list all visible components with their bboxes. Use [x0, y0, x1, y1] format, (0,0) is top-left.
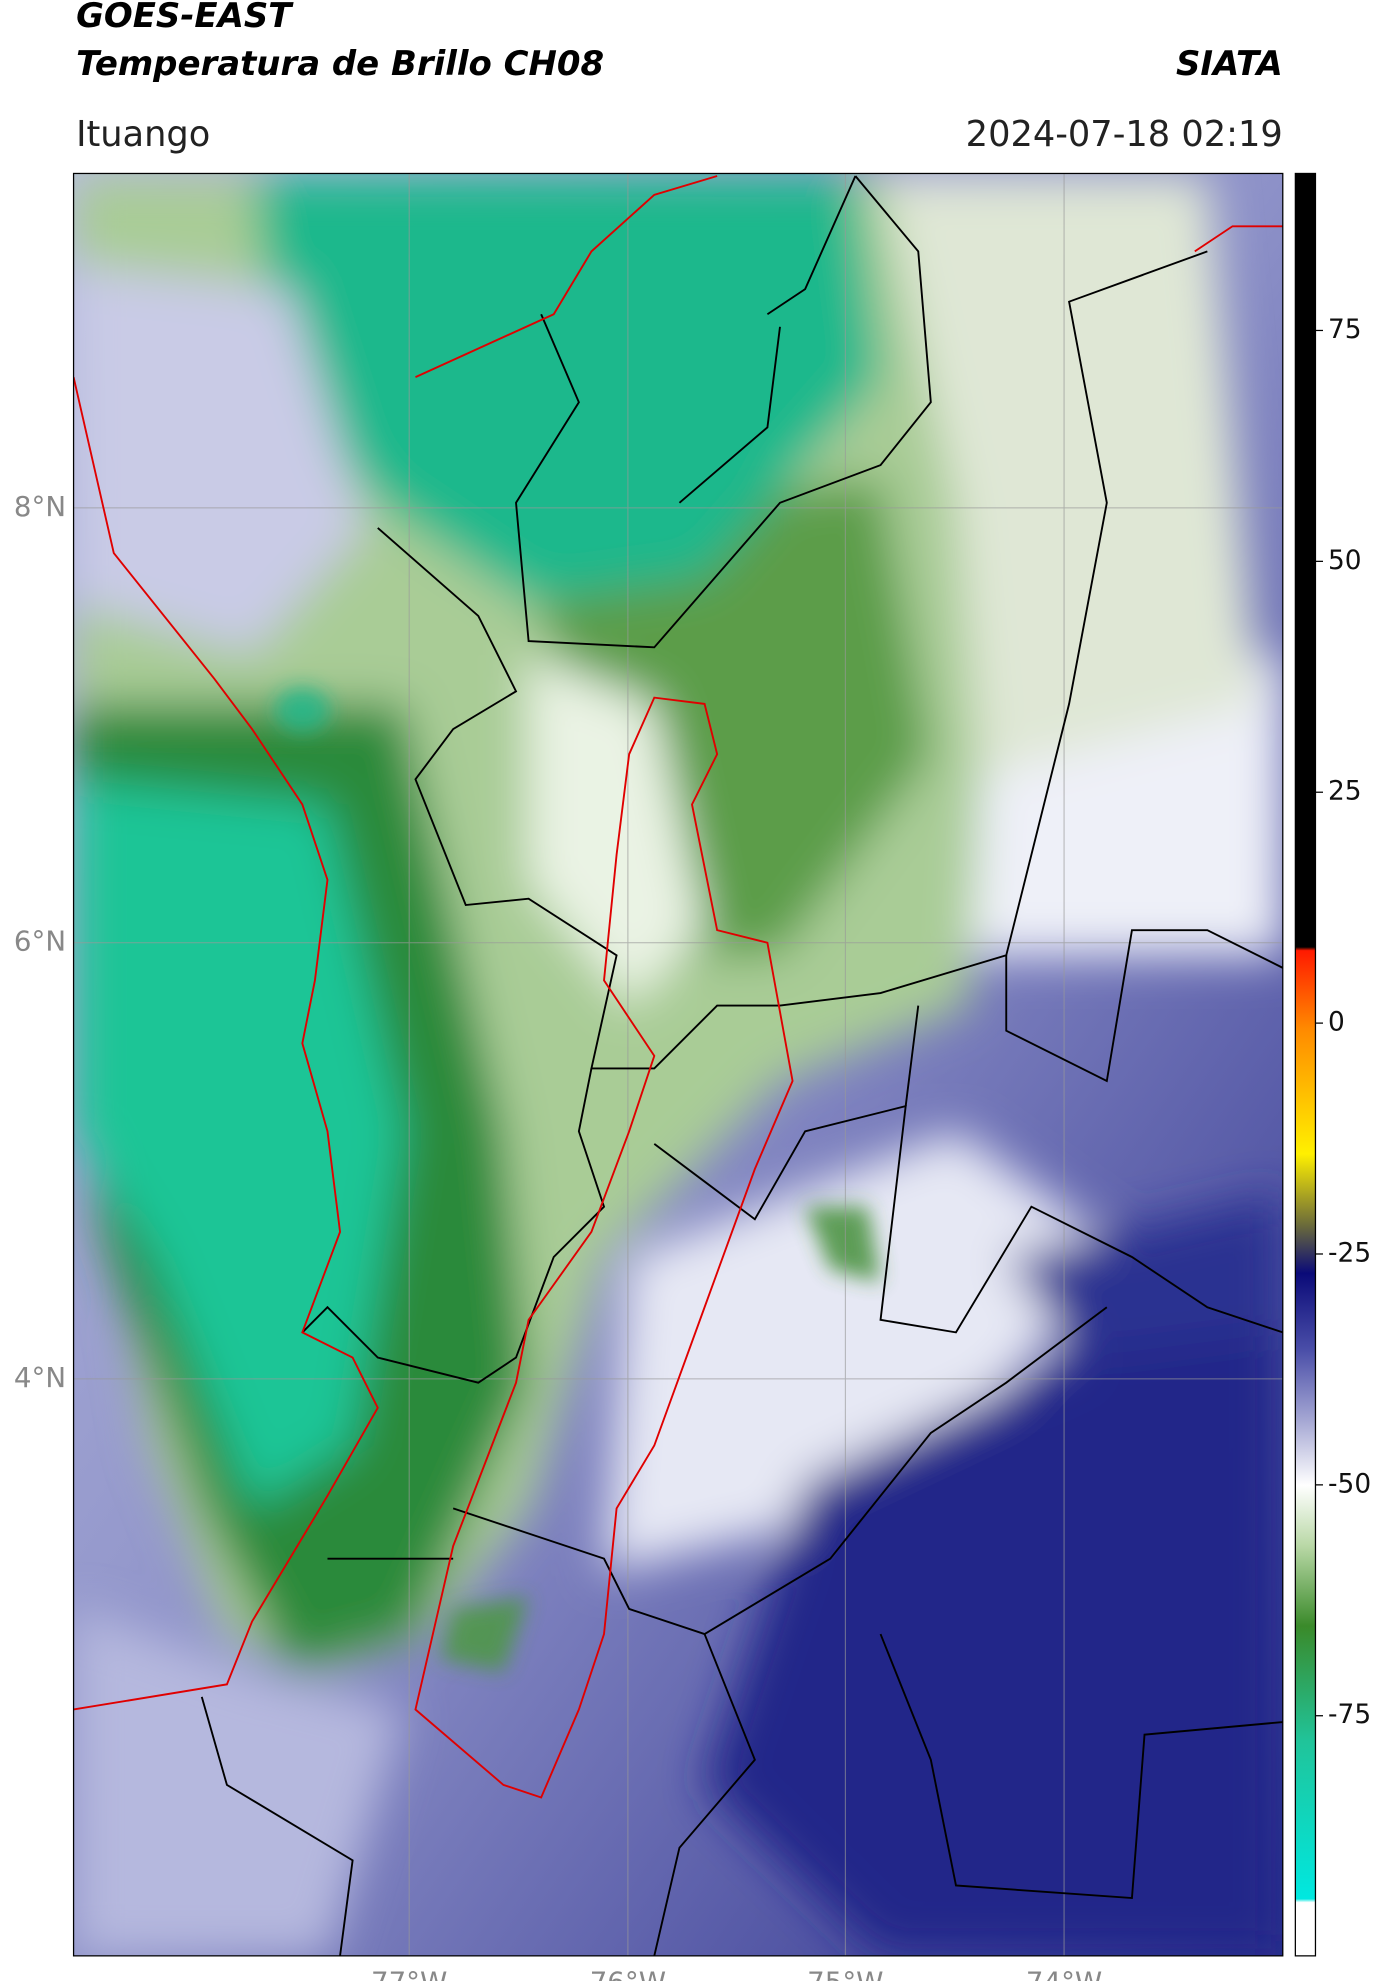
lat-label: 6°N: [14, 925, 66, 958]
colorbar-tick-label: 25: [1328, 777, 1362, 807]
colorbar-tick-label: 75: [1328, 315, 1362, 345]
location: Ituango: [76, 114, 210, 155]
lon-label: 75°W: [807, 1966, 883, 1981]
satellite-image: [73, 173, 1283, 1956]
agency: SIATA: [1176, 45, 1283, 84]
lat-label: 4°N: [14, 1361, 66, 1394]
colorbar-tick-label: -50: [1328, 1469, 1371, 1499]
title: GOES-EAST: [76, 0, 294, 36]
colorbar: [1294, 172, 1317, 1957]
colorbar-tick-label: -75: [1328, 1700, 1371, 1730]
map-frame: [72, 172, 1284, 1957]
lon-label: 76°W: [590, 1966, 666, 1981]
boundaries: [200, 175, 1283, 1956]
subtitle: Temperatura de Brillo CH08: [76, 45, 604, 84]
colorbar-tick-label: 50: [1328, 546, 1362, 576]
lon-label: 77°W: [371, 1966, 447, 1981]
colorbar-tick-label: 0: [1328, 1008, 1345, 1038]
colorbar-tick-label: -25: [1328, 1238, 1371, 1268]
lon-label: 74°W: [1026, 1966, 1102, 1981]
datetime: 2024-07-18 02:19: [966, 114, 1283, 155]
lat-label: 8°N: [14, 490, 66, 523]
coastline-and-basin: [73, 175, 1283, 1799]
